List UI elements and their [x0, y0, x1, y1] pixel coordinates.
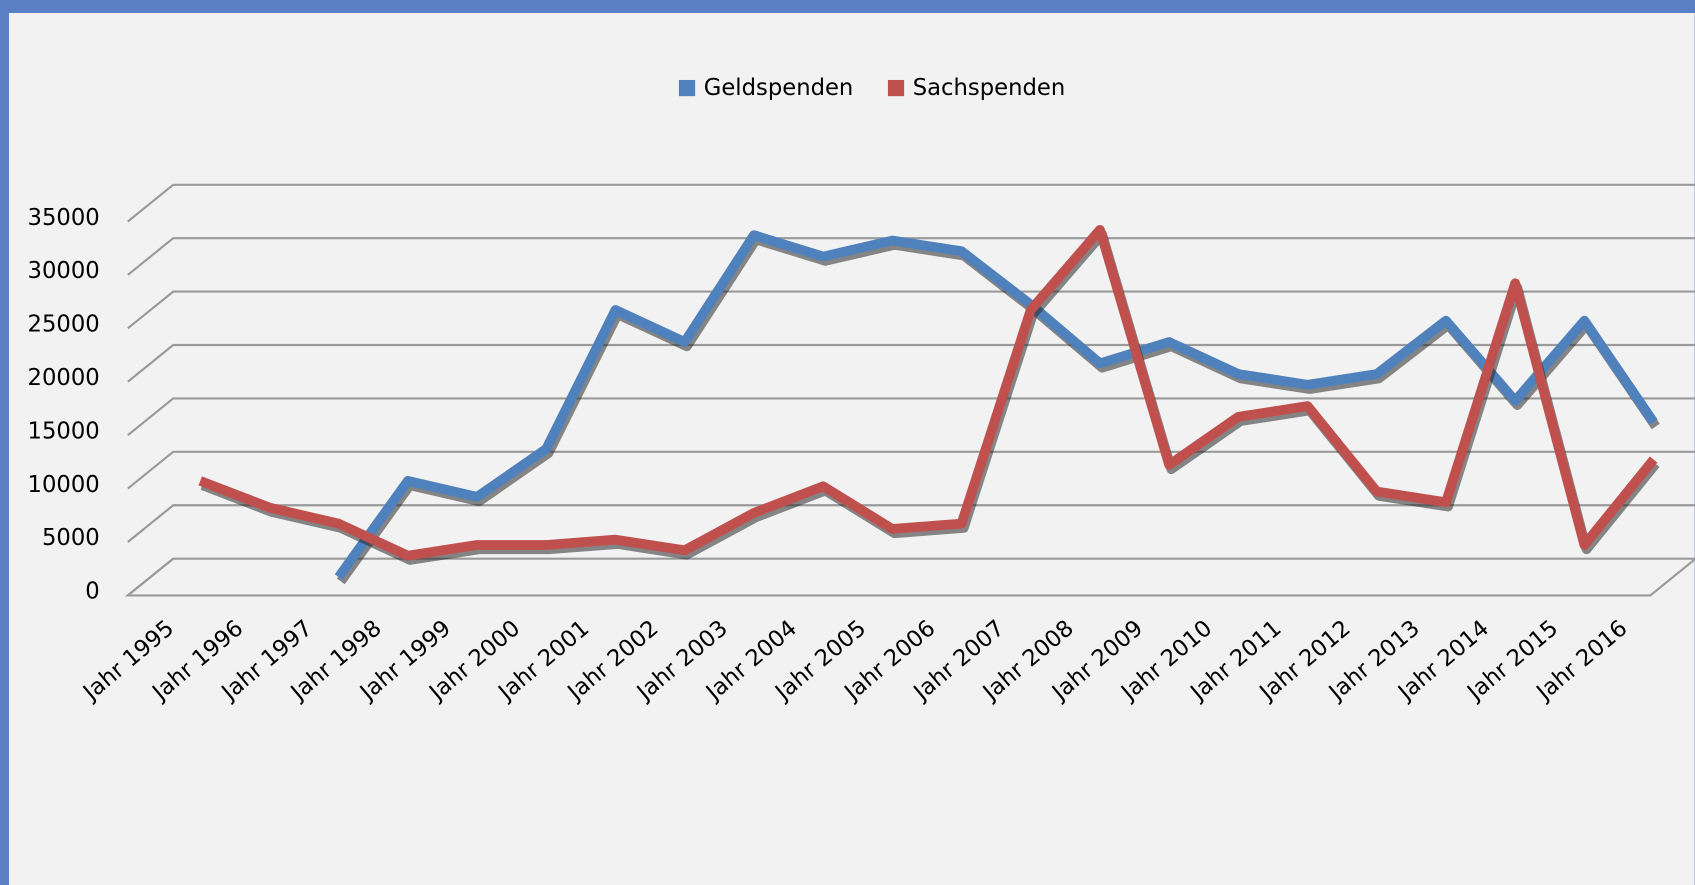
y-tick-label: 0	[85, 579, 99, 605]
y-tick-label: 15000	[28, 418, 100, 444]
y-tick-label: 30000	[28, 258, 100, 284]
grid-line	[127, 504, 1695, 543]
y-tick-label: 25000	[28, 312, 100, 338]
plot	[198, 224, 1660, 585]
line	[334, 230, 1658, 580]
grid	[124, 183, 1695, 597]
grid-line	[127, 183, 1695, 223]
y-tick-label: 35000	[28, 205, 100, 231]
floor-edge	[124, 557, 1695, 597]
grid-line	[127, 290, 1695, 330]
legend: Geldspenden Sachspenden	[678, 75, 1065, 101]
grid-line	[127, 397, 1695, 437]
chart-area	[8, 12, 1695, 885]
legend-swatch	[678, 79, 696, 97]
grid-line	[127, 343, 1695, 383]
legend-label: Sachspenden	[913, 75, 1065, 101]
y-tick-label: 5000	[42, 525, 100, 551]
y-tick-label: 20000	[28, 365, 100, 391]
grid-line	[127, 237, 1695, 276]
y-tick-label: 10000	[28, 472, 100, 498]
legend-label: Geldspenden	[704, 75, 854, 101]
line	[198, 224, 1658, 561]
legend-swatch	[887, 79, 905, 97]
